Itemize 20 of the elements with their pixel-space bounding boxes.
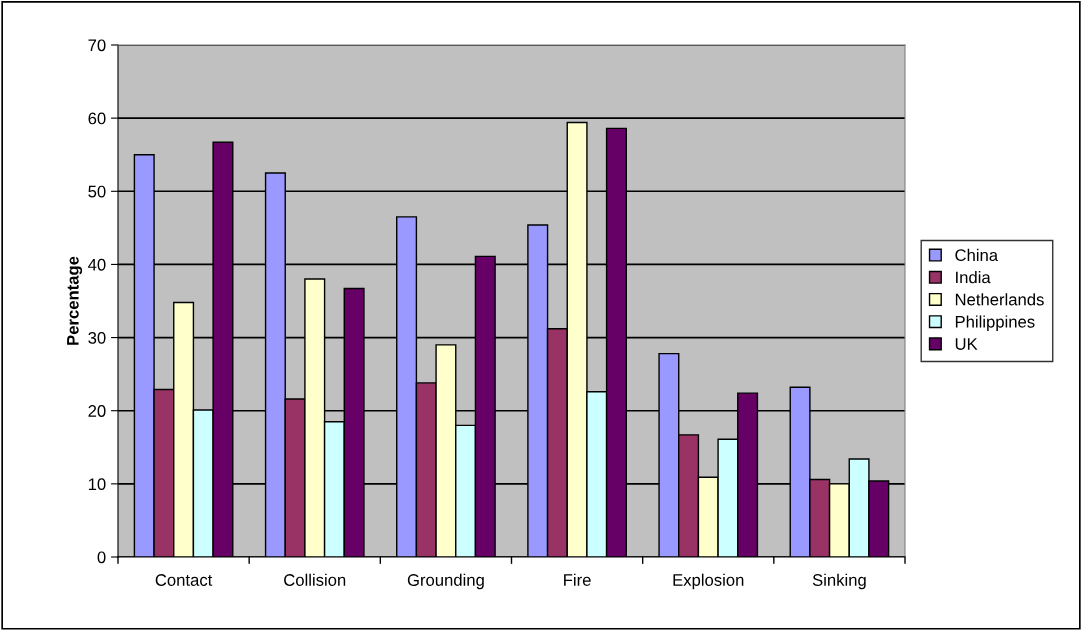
x-tick-label: Collision bbox=[284, 573, 346, 586]
legend-label: India bbox=[956, 271, 991, 284]
y-tick-label: 10 bbox=[88, 478, 106, 491]
y-tick-label: 20 bbox=[88, 405, 106, 417]
legend-label: Netherlands bbox=[955, 293, 1044, 306]
y-tick-label: 30 bbox=[88, 331, 106, 344]
legend-label: China bbox=[955, 248, 999, 262]
x-tick-label: Grounding bbox=[407, 573, 484, 590]
x-tick-label: Sinking bbox=[812, 573, 866, 590]
y-axis-title: Percentage bbox=[67, 256, 83, 345]
y-tick-label: 60 bbox=[88, 112, 106, 125]
y-tick-label: 40 bbox=[88, 258, 106, 271]
y-tick-label: 70 bbox=[88, 39, 106, 52]
y-tick-label: 0 bbox=[97, 551, 106, 564]
legend-label: Philippines bbox=[955, 315, 1035, 331]
x-tick-label: Contact bbox=[155, 574, 213, 586]
x-tick-label: Fire bbox=[564, 573, 591, 586]
legend-label: UK bbox=[955, 338, 978, 350]
y-tick-label: 50 bbox=[88, 185, 106, 198]
x-tick-label: Explosion bbox=[673, 573, 744, 590]
